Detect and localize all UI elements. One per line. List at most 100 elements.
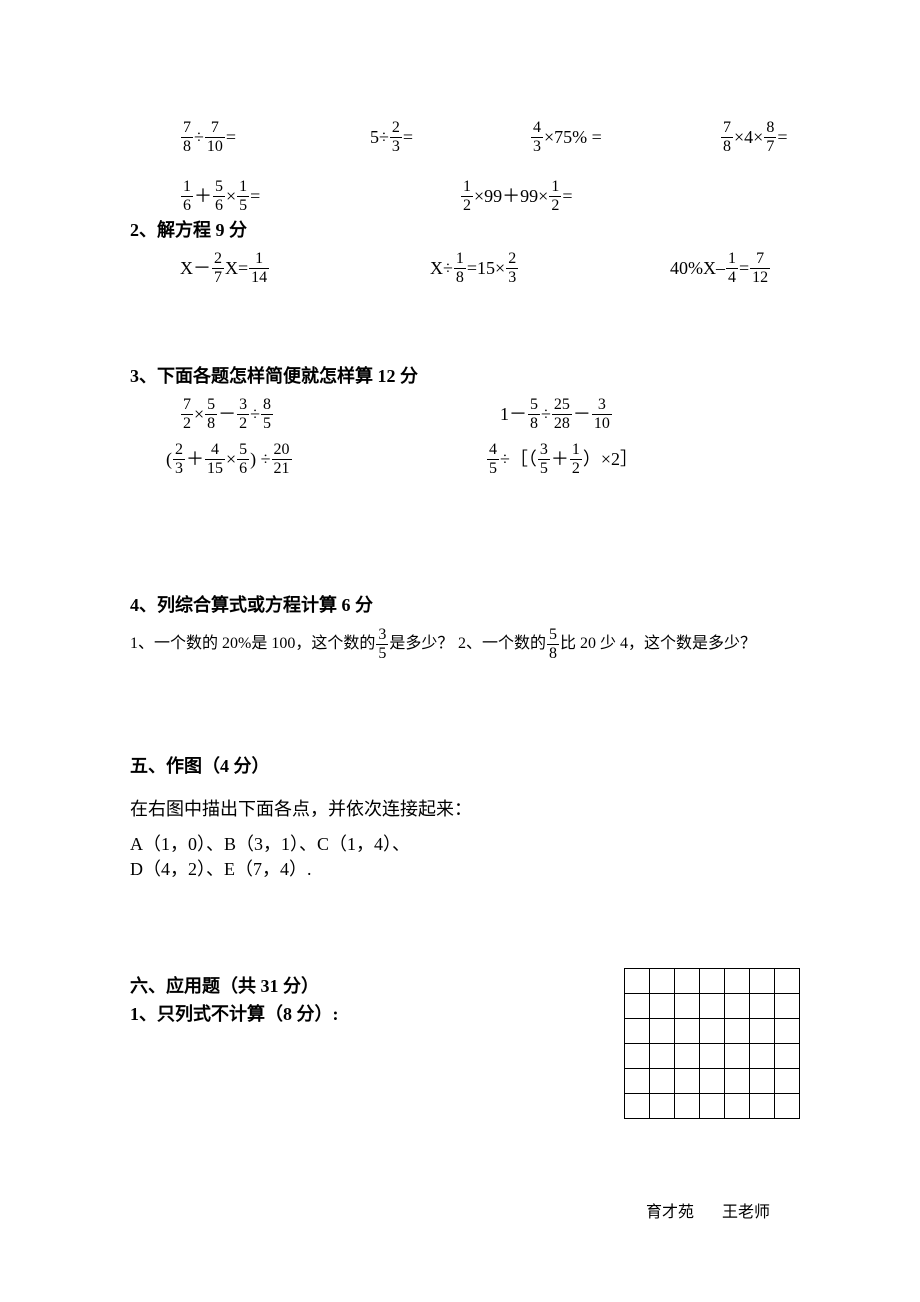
expr-row-6: 1、一个数的 20%是 100，这个数的 35 是多少？ 2、一个数的 58 比… xyxy=(130,627,790,662)
op: ÷ xyxy=(541,402,551,427)
frac-num: 8 xyxy=(261,397,273,414)
grid-cell xyxy=(725,1069,750,1094)
frac-num: 4 xyxy=(487,442,499,459)
expr-4-1: 72 × 58 － 32 ÷ 85 xyxy=(180,397,500,432)
frac-den: 7 xyxy=(212,268,224,286)
grid-cell xyxy=(625,969,650,994)
expr-2-1: 16 ＋ 56 × 15 = xyxy=(180,179,460,214)
frac-num: 25 xyxy=(552,397,572,414)
op: ÷ xyxy=(194,125,204,150)
grid-cell xyxy=(675,969,700,994)
frac-num: 7 xyxy=(181,120,193,137)
frac-den: 8 xyxy=(454,268,466,286)
expr-row-2: 16 ＋ 56 × 15 = 12 ×99＋99× 12 = xyxy=(130,179,790,214)
eq: = xyxy=(226,125,236,150)
expr-1-1: 78 ÷ 710 = xyxy=(180,120,370,155)
grid-cell xyxy=(750,994,775,1019)
expr-6-1: 1、一个数的 20%是 100，这个数的 35 是多少？ xyxy=(130,627,440,662)
text: ) ÷ xyxy=(250,447,270,472)
grid-cell xyxy=(650,1019,675,1044)
frac-den: 2 xyxy=(549,196,561,214)
grid-cell xyxy=(625,1094,650,1119)
text: ( xyxy=(166,447,172,472)
grid-cell xyxy=(675,1094,700,1119)
frac-num: 20 xyxy=(272,442,292,459)
heading-4: 4、列综合算式或方程计算 6 分 xyxy=(130,593,790,618)
paragraph-5c: D（4，2）、E（7，4）. xyxy=(130,857,790,882)
grid-cell xyxy=(725,1019,750,1044)
frac-num: 2 xyxy=(173,442,185,459)
op: × xyxy=(194,402,204,427)
footer: 育才苑 王老师 xyxy=(646,1202,770,1224)
expr-1-2: 5÷ 23 = xyxy=(370,120,530,155)
frac-num: 5 xyxy=(213,179,225,196)
frac-den: 28 xyxy=(552,414,572,432)
grid-cell xyxy=(650,969,675,994)
expr-3-3: 40%X– 14 = 712 xyxy=(670,251,771,286)
expr-1-3: 43 ×75% = xyxy=(530,120,720,155)
text: ）×2］ xyxy=(583,447,638,472)
frac-num: 1 xyxy=(549,179,561,196)
heading-2: 2、解方程 9 分 xyxy=(130,218,790,243)
grid-cell xyxy=(625,994,650,1019)
frac-den: 6 xyxy=(181,196,193,214)
text: X= xyxy=(225,256,248,281)
frac-den: 8 xyxy=(528,414,540,432)
text: 2、一个数的 xyxy=(458,633,546,655)
frac-den: 3 xyxy=(390,137,402,155)
grid-cell xyxy=(675,1019,700,1044)
text: = xyxy=(739,256,749,281)
grid-cell xyxy=(675,1069,700,1094)
frac-num: 5 xyxy=(205,397,217,414)
grid-cell xyxy=(700,994,725,1019)
grid-cell xyxy=(775,1069,800,1094)
frac-num: 2 xyxy=(212,251,224,268)
grid-cell xyxy=(775,1044,800,1069)
text: X÷ xyxy=(430,256,453,281)
frac-den: 3 xyxy=(506,268,518,286)
text: =15× xyxy=(467,256,505,281)
op: ＋ xyxy=(194,184,212,209)
expr-4-2: 1－ 58 ÷ 2528 － 310 xyxy=(500,397,613,432)
text: ×75% = xyxy=(544,125,602,150)
frac-num: 1 xyxy=(570,442,582,459)
frac-num: 4 xyxy=(531,120,543,137)
text: ×4× xyxy=(734,125,763,150)
frac-num: 5 xyxy=(547,627,559,644)
frac-den: 12 xyxy=(750,268,770,286)
page: 78 ÷ 710 = 5÷ 23 = 43 ×75% = 78 ×4× 87 =… xyxy=(0,0,920,1302)
grid-cell xyxy=(725,994,750,1019)
grid-cell xyxy=(625,1044,650,1069)
heading-3: 3、下面各题怎样简便就怎样算 12 分 xyxy=(130,364,790,389)
op: ＋ xyxy=(186,447,204,472)
grid-cell xyxy=(750,969,775,994)
frac-den: 8 xyxy=(547,644,559,662)
expr-row-5: ( 23 ＋ 415 × 56 ) ÷ 2021 45 ÷［（ 35 ＋ 12 … xyxy=(130,442,790,477)
op: × xyxy=(226,184,236,209)
grid-cell xyxy=(750,1069,775,1094)
op: ÷ xyxy=(250,402,260,427)
frac-num: 1 xyxy=(454,251,466,268)
frac-den: 3 xyxy=(173,459,185,477)
op: ＋ xyxy=(551,447,569,472)
expr-1-4: 78 ×4× 87 = xyxy=(720,120,787,155)
frac-num: 7 xyxy=(209,120,221,137)
eq: = xyxy=(403,125,413,150)
frac-num: 2 xyxy=(390,120,402,137)
frac-den: 21 xyxy=(272,459,292,477)
grid-cell xyxy=(725,969,750,994)
grid-cell xyxy=(775,994,800,1019)
frac-num: 7 xyxy=(181,397,193,414)
frac-den: 3 xyxy=(531,137,543,155)
frac-den: 15 xyxy=(205,459,225,477)
frac-den: 8 xyxy=(181,137,193,155)
frac-den: 8 xyxy=(205,414,217,432)
op: － xyxy=(218,402,236,427)
grid-cell xyxy=(675,994,700,1019)
frac-num: 3 xyxy=(596,397,608,414)
grid-cell xyxy=(650,1094,675,1119)
expr-row-4: 72 × 58 － 32 ÷ 85 1－ 58 ÷ 2528 － 310 xyxy=(130,397,790,432)
frac-den: 5 xyxy=(261,414,273,432)
expr-5-2: 45 ÷［（ 35 ＋ 12 ）×2］ xyxy=(486,442,638,477)
text: ÷［（ xyxy=(500,447,537,472)
